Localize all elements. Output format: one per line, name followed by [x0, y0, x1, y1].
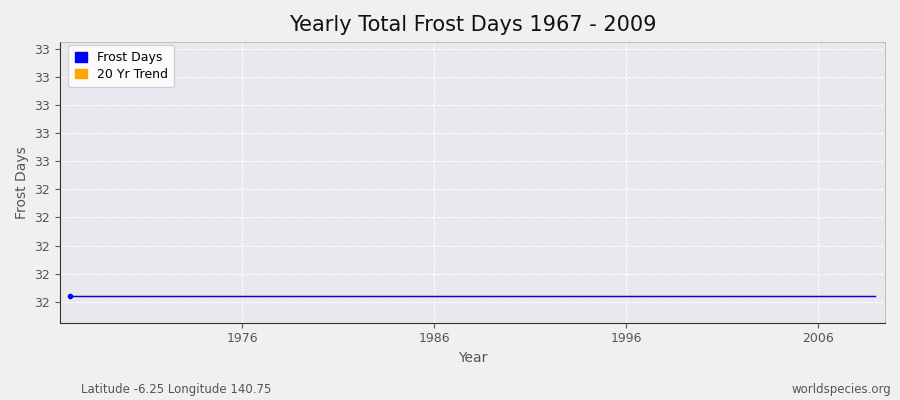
Legend: Frost Days, 20 Yr Trend: Frost Days, 20 Yr Trend: [68, 45, 175, 87]
Text: Latitude -6.25 Longitude 140.75: Latitude -6.25 Longitude 140.75: [81, 383, 272, 396]
Text: worldspecies.org: worldspecies.org: [791, 383, 891, 396]
X-axis label: Year: Year: [458, 351, 487, 365]
Title: Yearly Total Frost Days 1967 - 2009: Yearly Total Frost Days 1967 - 2009: [289, 15, 656, 35]
Y-axis label: Frost Days: Frost Days: [15, 146, 29, 219]
